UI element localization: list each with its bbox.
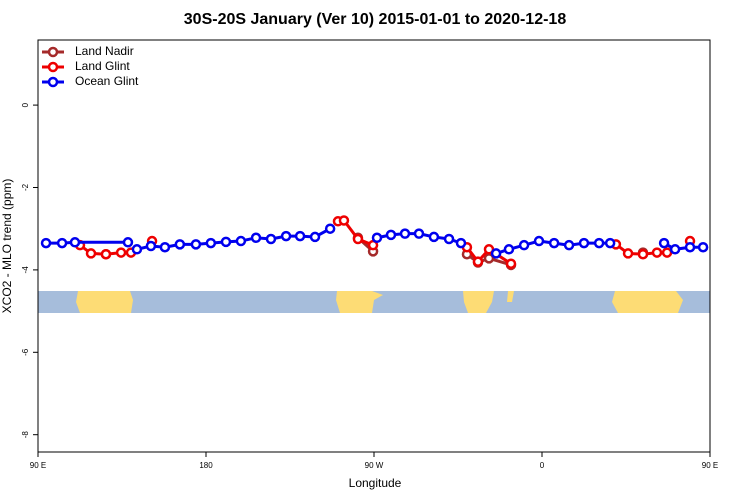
data-point [205, 237, 217, 249]
data-point [85, 248, 97, 259]
data-point [100, 248, 112, 260]
data-point [533, 235, 545, 247]
legend-label: Land Glint [75, 59, 130, 73]
data-point [159, 241, 171, 253]
land-patch [336, 291, 383, 313]
data-point [145, 240, 157, 252]
data-point [604, 237, 616, 249]
data-point [371, 232, 383, 244]
data-point [69, 237, 81, 248]
data-point [338, 215, 350, 226]
chart-title: 30S-20S January (Ver 10) 2015-01-01 to 2… [184, 11, 567, 28]
ocean-strip [38, 291, 710, 313]
data-point [518, 239, 530, 251]
land-patch [463, 291, 494, 313]
data-point [651, 247, 663, 258]
data-point [697, 241, 709, 253]
series-line [663, 241, 704, 251]
data-point [324, 223, 336, 234]
data-point [490, 248, 502, 259]
land-patch [76, 291, 133, 313]
x-tick-label: 90 E [30, 461, 46, 470]
legend-label: Ocean Glint [75, 74, 139, 88]
legend-marker [47, 61, 59, 73]
y-tick-label: -4 [21, 266, 30, 274]
land-patch [612, 291, 683, 313]
data-point [661, 247, 673, 258]
data-point [352, 233, 364, 245]
map-strip [38, 291, 710, 313]
data-point [472, 256, 484, 267]
series-line [46, 240, 128, 245]
legend-marker [47, 46, 59, 58]
data-point [235, 235, 247, 247]
y-axis-label: XCO2 - MLO trend (ppm) [0, 179, 14, 314]
data-point [503, 244, 515, 255]
data-point [399, 228, 411, 239]
x-axis-label: Longitude [349, 476, 402, 490]
data-point [385, 229, 397, 241]
data-point [122, 237, 134, 248]
data-point [265, 233, 277, 245]
data-point [637, 248, 649, 260]
y-tick-label: -6 [21, 348, 30, 356]
data-point [280, 230, 292, 242]
data-point [443, 233, 455, 245]
land-patch [507, 291, 514, 302]
data-point [428, 231, 440, 243]
data-point [622, 248, 634, 259]
data-point [56, 237, 68, 249]
series-line [466, 253, 512, 267]
x-tick-label: 90 W [365, 461, 384, 470]
data-point [563, 239, 575, 251]
data-point [250, 232, 262, 244]
data-point [548, 237, 560, 249]
data-point [190, 239, 202, 250]
y-tick-label: 0 [21, 102, 30, 107]
data-point [294, 230, 306, 242]
data-point [40, 237, 52, 249]
legend-label: Land Nadir [75, 44, 134, 58]
data-point [658, 237, 670, 249]
y-tick-label: -2 [21, 183, 30, 191]
data-point [174, 239, 186, 250]
data-point [578, 237, 590, 249]
x-tick-label: 180 [199, 461, 213, 470]
data-point [309, 231, 321, 243]
data-point [220, 236, 232, 248]
legend-marker [47, 76, 59, 88]
data-point [669, 244, 681, 255]
data-point [684, 241, 696, 253]
data-point [455, 237, 467, 249]
data-point [131, 244, 143, 255]
data-point [505, 258, 517, 269]
y-tick-label: -8 [21, 431, 30, 439]
data-point [413, 228, 425, 239]
x-tick-label: 90 E [702, 461, 718, 470]
x-tick-label: 0 [540, 461, 545, 470]
data-point [593, 237, 605, 249]
data-point [115, 247, 127, 258]
